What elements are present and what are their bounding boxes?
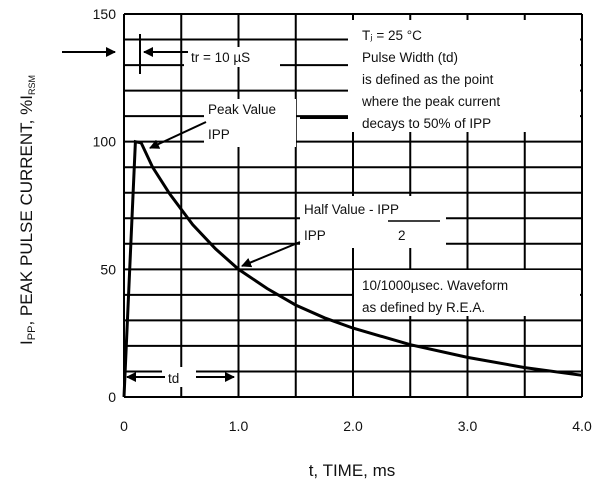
conditions-box — [348, 20, 580, 132]
x-axis-title: t, TIME, ms — [309, 461, 396, 480]
td-label: td — [168, 371, 179, 386]
peak-box — [204, 99, 296, 147]
half-value-arrow — [241, 241, 301, 268]
half-numerator: IPP — [304, 228, 326, 243]
x-tick-label: 2.0 — [343, 418, 363, 434]
half-value-box — [300, 196, 446, 248]
x-tick-label: 3.0 — [458, 418, 478, 434]
conditions-note: Tⱼ = 25 °C Pulse Width (td) is defined a… — [361, 28, 500, 131]
y-tick-label: 100 — [93, 134, 117, 150]
peak-ipp-label: IPP — [208, 127, 230, 142]
tr-label: tr = 10 µS — [191, 50, 250, 65]
x-tick-label: 4.0 — [572, 418, 592, 434]
half-denominator: 2 — [398, 228, 406, 243]
waveform-note: 10/1000µsec. Waveform as defined by R.E.… — [362, 278, 508, 315]
y-axis-title: IPP, PEAK PULSE CURRENT, %IRSM — [17, 75, 38, 345]
waveform-box — [354, 270, 580, 316]
conditions-line-3: is defined as the point — [362, 72, 494, 87]
tr-box — [184, 47, 280, 67]
waveform-series-line — [122, 139, 583, 398]
conditions-line-2: Pulse Width (td) — [362, 50, 458, 65]
y-tick-label: 0 — [108, 389, 116, 405]
conditions-line-1: Tⱼ = 25 °C — [362, 28, 422, 43]
waveform-line-1: 10/1000µsec. Waveform — [362, 278, 508, 293]
conditions-line-5: decays to 50% of IPP — [362, 116, 491, 131]
x-tick-label: 0 — [120, 418, 128, 434]
half-value-label: Half Value - IPP — [304, 202, 399, 217]
tick-labels: 0 1.0 2.0 3.0 4.0 0 50 100 150 — [93, 6, 592, 434]
peak-arrow — [149, 121, 207, 149]
waveform-line-2: as defined by R.E.A. — [362, 300, 485, 315]
y-tick-label: 150 — [93, 6, 117, 22]
x-tick-label: 1.0 — [229, 418, 249, 434]
td-box — [162, 367, 196, 387]
conditions-line-4: where the peak current — [361, 94, 500, 109]
y-tick-label: 50 — [100, 261, 116, 277]
peak-value-label: Peak Value — [208, 102, 276, 117]
